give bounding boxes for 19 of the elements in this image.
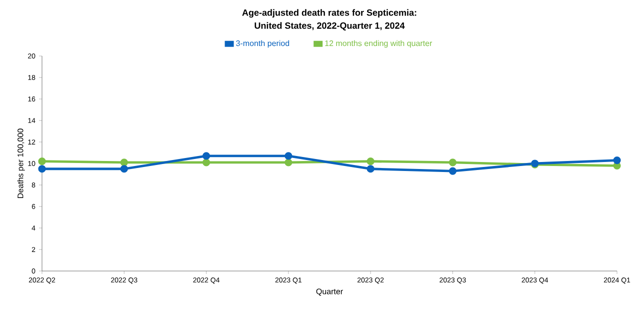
point — [38, 165, 46, 173]
point — [613, 156, 621, 164]
point — [38, 158, 46, 166]
point — [448, 167, 457, 175]
point — [284, 158, 292, 166]
y-axis-title: Deaths per 100,000 — [17, 128, 25, 198]
point — [202, 158, 210, 166]
chart-title: Age-adjusted death rates for Septicemia: — [242, 9, 416, 18]
x-axis-title: Quarter — [316, 288, 343, 296]
legend-label: 3-month period — [236, 40, 290, 48]
point — [284, 152, 292, 160]
point — [202, 152, 210, 160]
point — [366, 165, 374, 173]
chart-subtitle: United States, 2022-Quarter 1, 2024 — [254, 22, 405, 30]
point — [366, 158, 374, 166]
point — [120, 158, 128, 166]
point — [448, 158, 457, 166]
point — [120, 165, 128, 173]
legend-label: 12 months ending with quarter — [325, 40, 432, 48]
